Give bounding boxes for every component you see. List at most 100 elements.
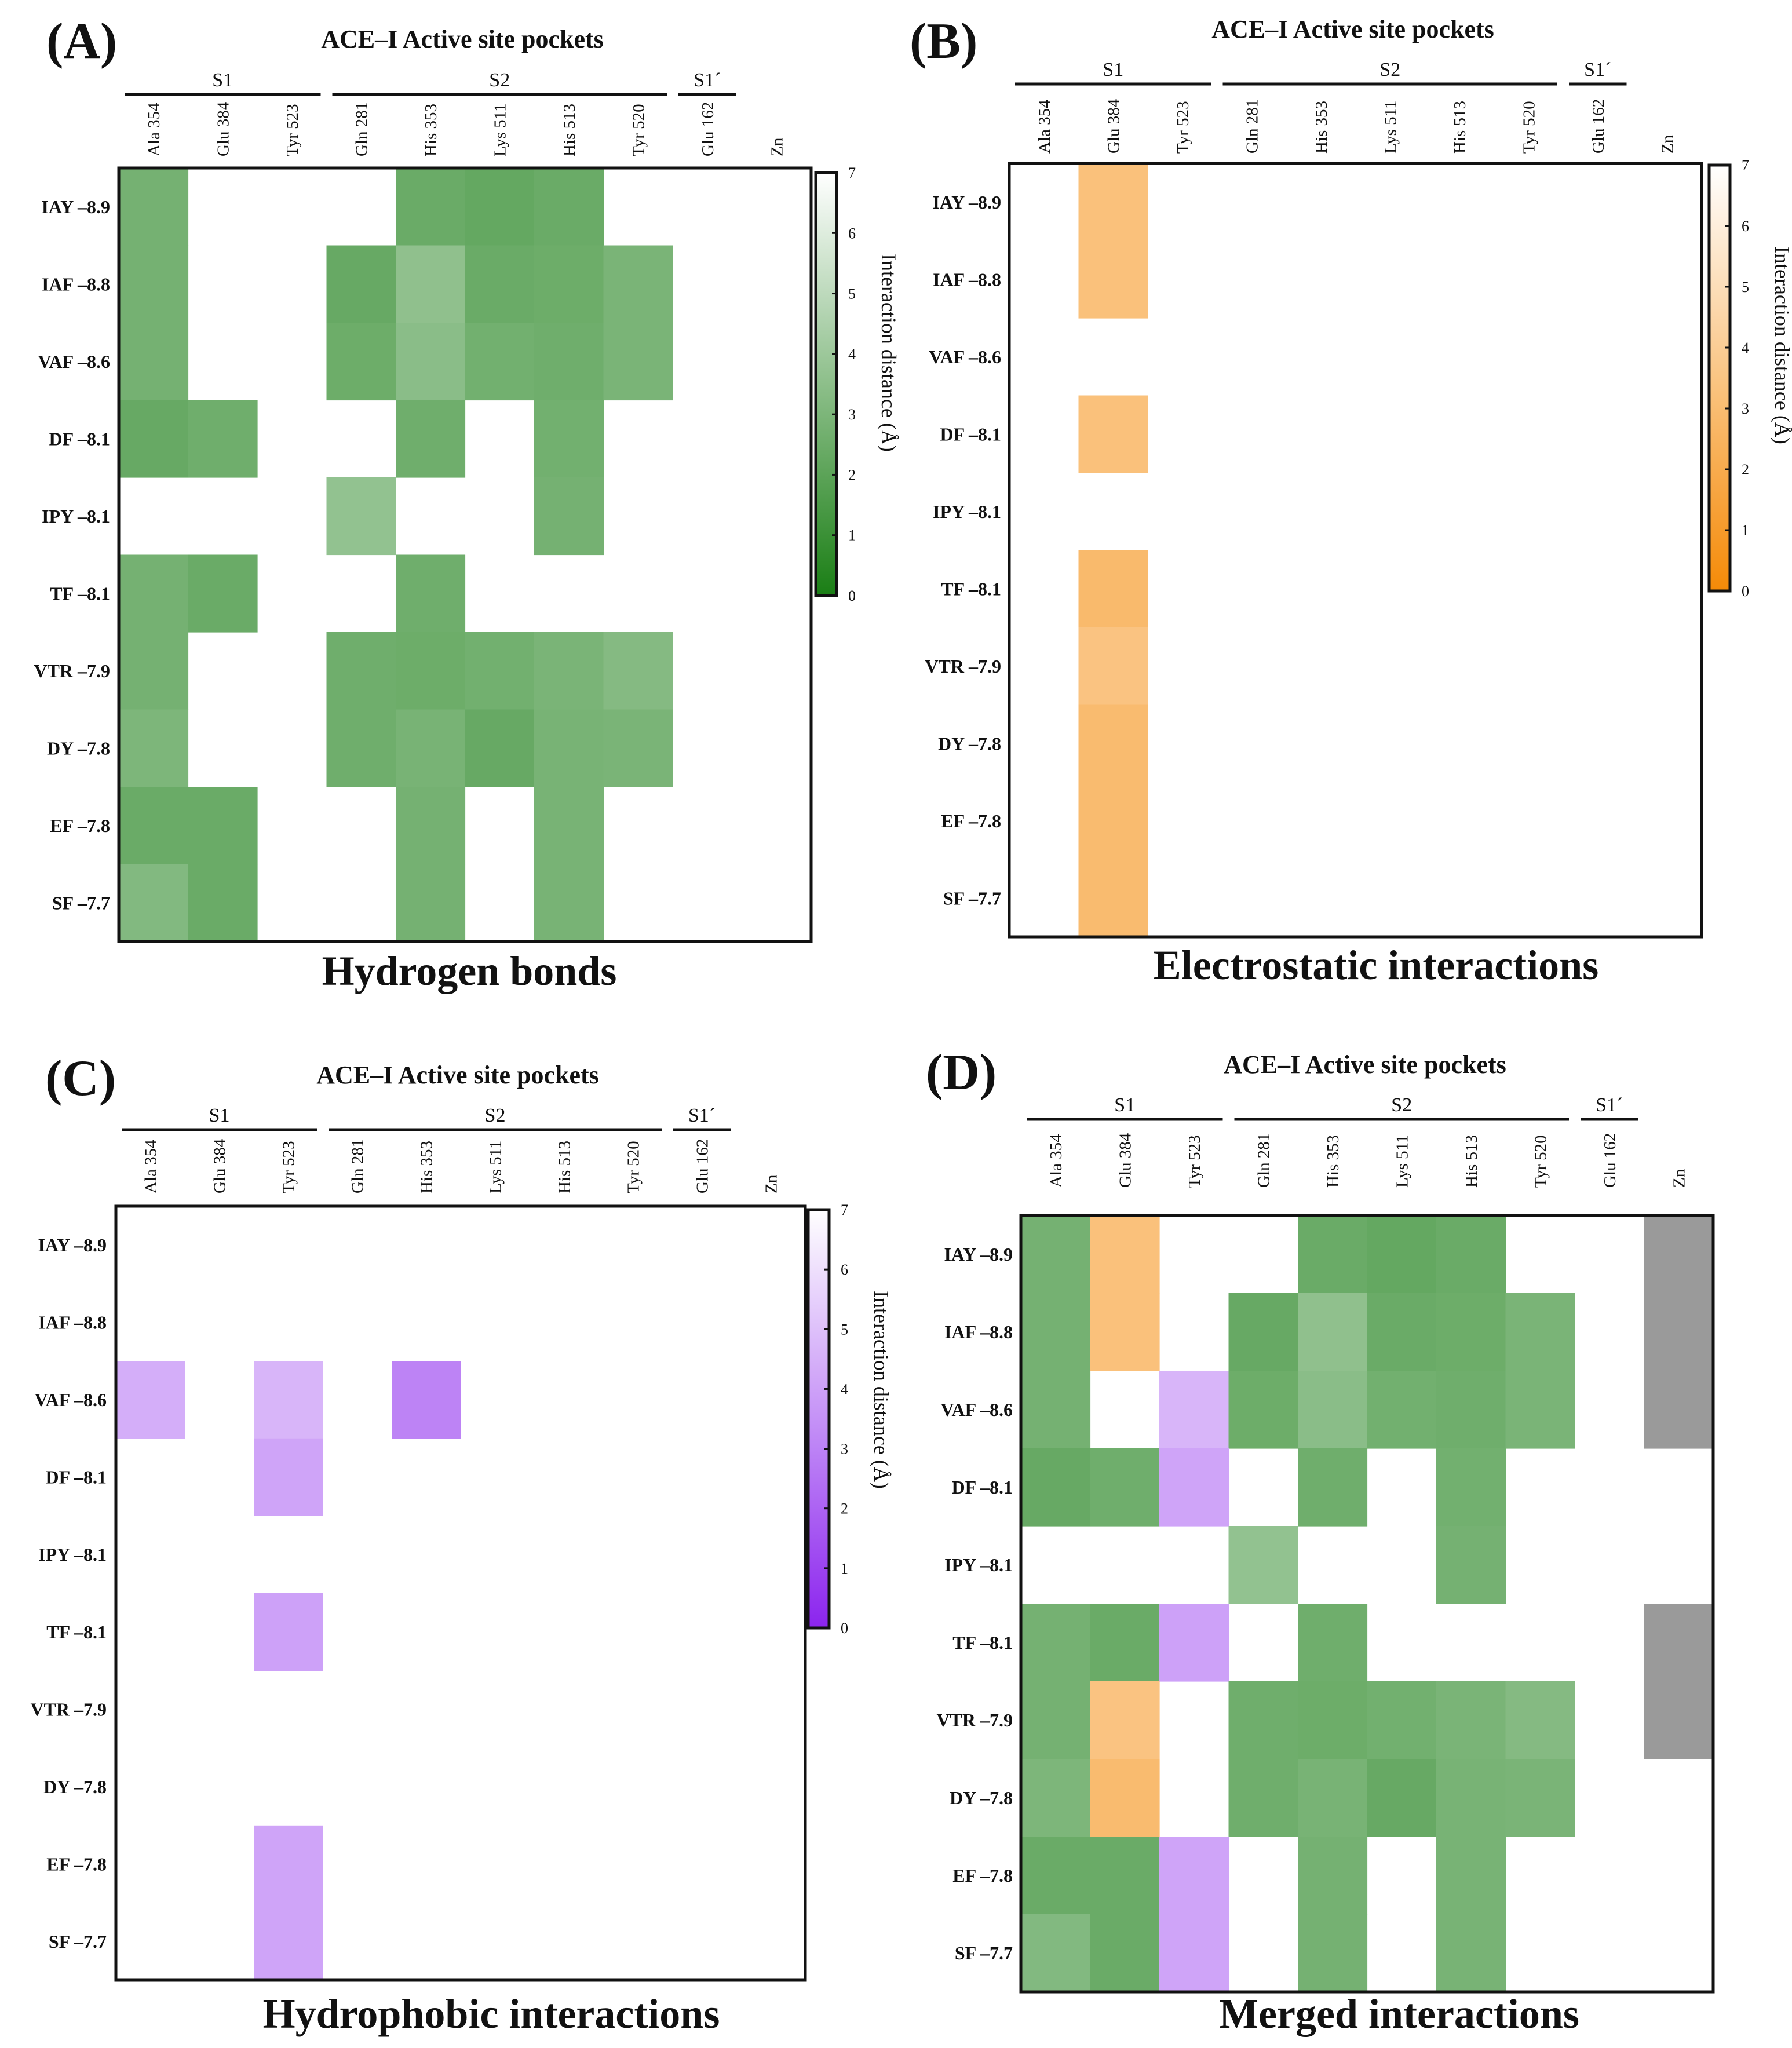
colorbar-tick-label: 5 (848, 286, 856, 302)
heatmap-cell-sf-7-7-tyr-523 (1159, 1914, 1229, 1992)
pocket-group-s1: S1´ (1584, 59, 1611, 81)
heatmap-cell-iaf-8-8-his-513 (1436, 1293, 1506, 1371)
panel-c: (C) ACE–I Active site pockets S1 S2 S1´ Ala 3… (30, 1050, 893, 2037)
heatmap-cell-vtr-7-9-tyr-520 (603, 632, 673, 710)
heatmap-cell-sf-7-7-tyr-523 (254, 1903, 323, 1981)
heatmap-cell-vtr-7-9-his-513 (534, 632, 604, 710)
heatmap-cell-dy-7-8-tyr-520 (603, 709, 673, 787)
heatmap-cell-dy-7-8-tyr-520 (1505, 1759, 1575, 1837)
heatmap-cell-iay-8-9-glu-384 (1078, 163, 1148, 242)
heatmap-frame (1008, 162, 1703, 939)
colorbar-tick-label: 1 (1742, 522, 1749, 539)
colorbar (806, 1208, 831, 1630)
heatmap-cell-df-8-1-ala-354 (119, 400, 189, 478)
heatmap-cell-ef-7-8-glu-384 (1078, 782, 1148, 860)
pocket-group-s2: S2 (1379, 59, 1400, 81)
row-label-sf-7-7: SF –7.7 (49, 1931, 107, 1952)
heatmap-cell-sf-7-7-his-513 (1436, 1914, 1506, 1992)
heatmap-cell-ipy-8-1-gln-281 (326, 477, 396, 556)
heatmap-cell-dy-7-8-his-353 (396, 709, 466, 787)
colorbar-tick-label: 4 (841, 1381, 848, 1397)
column-label-his-513: His 513 (560, 104, 579, 156)
pocket-group-s1: S1´ (694, 70, 721, 91)
heatmap-cell-sf-7-7-his-353 (1298, 1914, 1368, 1992)
heatmap-cell-vaf-8-6-his-513 (1436, 1371, 1506, 1449)
column-label-his-513: His 513 (1451, 101, 1469, 154)
colorbar-tick-label: 7 (1742, 157, 1749, 174)
heatmap-cell-iay-8-9-his-353 (396, 168, 466, 246)
heatmap-cell-dy-7-8-lys-511 (1367, 1759, 1437, 1837)
heatmap-cell-tf-8-1-tyr-523 (254, 1593, 323, 1671)
row-label-dy-7-8: DY –7.8 (938, 733, 1001, 754)
heatmap-cell-dy-7-8-lys-511 (465, 709, 535, 787)
column-label-glu-384: Glu 384 (1116, 1133, 1134, 1188)
column-label-zn: Zn (768, 137, 786, 156)
heatmap-cell-iaf-8-8-lys-511 (465, 245, 535, 323)
heatmap-cell-ef-7-8-glu-384 (1090, 1837, 1160, 1915)
row-label-tf-8-1: TF –8.1 (952, 1632, 1013, 1653)
colorbar (1707, 163, 1732, 593)
column-label-glu-384: Glu 384 (1104, 98, 1123, 154)
row-label-sf-7-7: SF –7.7 (955, 1943, 1013, 1963)
heatmap-cell-iay-8-9-his-513 (534, 168, 604, 246)
heatmap-cell-vtr-7-9-his-353 (1298, 1681, 1368, 1759)
row-label-iaf-8-8: IAF –8.8 (933, 269, 1001, 290)
heatmap-cell-sf-7-7-ala-354 (119, 864, 189, 942)
heatmap-cell-dy-7-8-glu-384 (1078, 704, 1148, 783)
panel-letter: (D) (926, 1045, 997, 1101)
colorbar-tick-label: 6 (848, 225, 856, 242)
heatmap-cell-ef-7-8-his-513 (1436, 1837, 1506, 1915)
heatmap-cell-sf-7-7-glu-384 (1078, 859, 1148, 937)
heatmap-cell-ef-7-8-glu-384 (188, 787, 258, 865)
heatmap-frame (117, 166, 813, 943)
heatmap-cell-vtr-7-9-tyr-520 (1505, 1681, 1575, 1759)
colorbar-tick-label: 1 (848, 527, 856, 544)
colorbar-tick-label: 7 (848, 165, 856, 181)
row-label-ipy-8-1: IPY –8.1 (944, 1554, 1013, 1575)
heatmap-cell-dy-7-8-his-513 (1436, 1759, 1506, 1837)
pocket-group-s2: S2 (485, 1105, 506, 1126)
colorbar-tick-label: 2 (1742, 461, 1749, 478)
panel-a: (A) ACE–I Active site pockets S1 S2 S1´ Ala 3… (34, 13, 900, 994)
pocket-group-s1: S1´ (1596, 1094, 1623, 1116)
pocket-group-s1: S1 (1114, 1094, 1135, 1116)
heatmap-frame (114, 1204, 807, 1982)
heatmap-cell-dy-7-8-ala-354 (1021, 1759, 1091, 1837)
colorbar-tick-label: 7 (841, 1202, 848, 1218)
heatmap-cell-df-8-1-tyr-523 (1159, 1448, 1229, 1527)
heatmap-cell-iay-8-9-lys-511 (465, 168, 535, 246)
panel-letter: (B) (910, 13, 977, 70)
column-label-tyr-520: Tyr 520 (1520, 101, 1538, 154)
heatmap-cell-iaf-8-8-his-513 (534, 245, 604, 323)
colorbar-tick-label: 4 (1742, 339, 1749, 356)
panel-caption: Hydrogen bonds (322, 948, 617, 994)
row-label-sf-7-7: SF –7.7 (943, 888, 1001, 908)
heatmap-cell-tf-8-1-his-353 (1298, 1604, 1368, 1682)
panel-caption: Hydrophobic interactions (263, 1991, 720, 2037)
colorbar-tick-label: 4 (848, 346, 856, 363)
column-label-glu-162: Glu 162 (1589, 99, 1608, 154)
column-label-ala-354: Ala 354 (142, 1140, 160, 1193)
heatmap-cell-tf-8-1-tyr-523 (1159, 1604, 1229, 1682)
pocket-group-s1: S1 (209, 1105, 230, 1126)
row-label-vtr-7-9: VTR –7.9 (34, 660, 110, 681)
heatmap-cell-iaf-8-8-tyr-520 (1505, 1293, 1575, 1371)
heatmap-cell-ef-7-8-ala-354 (119, 787, 189, 865)
colorbar-tick-label: 1 (841, 1560, 848, 1577)
heatmap-cell-sf-7-7-ala-354 (1021, 1914, 1091, 1992)
heatmap-cell-sf-7-7-glu-384 (1090, 1914, 1160, 1992)
row-label-df-8-1: DF –8.1 (46, 1467, 107, 1488)
column-label-tyr-520: Tyr 520 (629, 104, 648, 156)
panel-b: (B) ACE–I Active site pockets S1 S2 S1´ Ala 3… (910, 13, 1792, 988)
column-label-tyr-520: Tyr 520 (625, 1141, 643, 1193)
row-label-sf-7-7: SF –7.7 (52, 892, 110, 913)
heatmap-cell-vaf-8-6-lys-511 (465, 323, 535, 401)
heatmap-cell-dy-7-8-ala-354 (119, 709, 189, 787)
column-label-ala-354: Ala 354 (1035, 100, 1054, 154)
column-label-glu-384: Glu 384 (211, 1138, 229, 1193)
heatmap-cell-dy-7-8-glu-384 (1090, 1759, 1160, 1837)
heatmap-cell-tf-8-1-glu-384 (1090, 1604, 1160, 1682)
column-label-lys-511: Lys 511 (491, 103, 509, 156)
row-label-df-8-1: DF –8.1 (952, 1477, 1013, 1498)
